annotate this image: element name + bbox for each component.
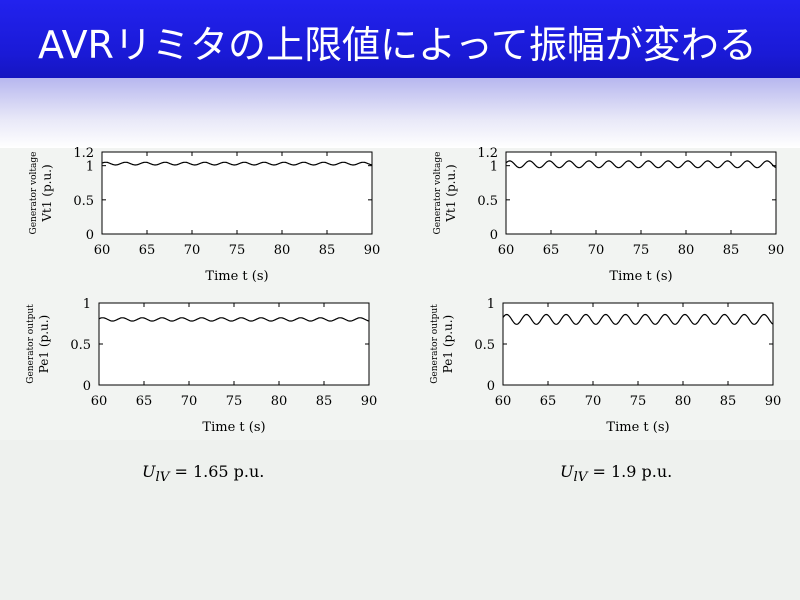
x-tick-label: 75 (226, 394, 243, 409)
y-tick-label: 1.2 (73, 146, 94, 161)
series-line (502, 313, 774, 325)
y-tick-label: 0 (487, 379, 495, 394)
x-tick-label: 75 (633, 243, 650, 258)
x-tick-label: 70 (585, 394, 602, 409)
y-axis-label-line2: Pe1 (p.u.) (37, 315, 51, 374)
y-tick-label: 0.5 (474, 338, 495, 353)
y-tick-label: 0 (83, 379, 91, 394)
x-tick-label: 80 (271, 394, 288, 409)
content-background-lower (0, 440, 800, 600)
y-tick-label: 0.5 (73, 194, 94, 209)
y-axis-label-line2: Vt1 (p.u.) (40, 164, 54, 222)
y-axis-label-line1: Generator output (26, 304, 36, 384)
x-tick-label: 60 (495, 394, 512, 409)
y-tick-label: 1 (83, 297, 91, 312)
y-axis-label-line1: Generator voltage (29, 152, 39, 235)
x-tick-label: 80 (678, 243, 695, 258)
x-tick-label: 65 (136, 394, 153, 409)
x-tick-label: 60 (91, 394, 108, 409)
x-tick-label: 70 (184, 243, 201, 258)
x-tick-label: 60 (498, 243, 515, 258)
y-axis-label-line1: Generator voltage (433, 152, 443, 235)
x-tick-label: 60 (94, 243, 111, 258)
caption-value: = 1.65 p.u. (169, 462, 265, 481)
y-axis-label-line1: Generator output (430, 304, 440, 384)
x-tick-label: 90 (361, 394, 378, 409)
plot-frame (98, 302, 370, 386)
plot-frame (505, 151, 777, 235)
y-tick-label: 1 (490, 160, 498, 175)
x-axis-label: Time t (s) (202, 420, 265, 435)
x-tick-label: 85 (319, 243, 336, 258)
series-line (505, 160, 777, 169)
x-tick-label: 90 (768, 243, 785, 258)
y-tick-label: 0.5 (70, 338, 91, 353)
x-tick-label: 70 (181, 394, 198, 409)
caption-sub: lV (573, 470, 588, 486)
x-axis-label: Time t (s) (205, 269, 268, 284)
x-axis-label: Time t (s) (606, 420, 669, 435)
plot-frame (502, 302, 774, 386)
caption-sub: lV (155, 470, 170, 486)
x-tick-label: 80 (675, 394, 692, 409)
y-tick-label: 1.2 (477, 146, 498, 161)
x-tick-label: 65 (540, 394, 557, 409)
x-tick-label: 75 (630, 394, 647, 409)
x-tick-label: 65 (139, 243, 156, 258)
x-tick-label: 90 (364, 243, 381, 258)
y-tick-label: 0.5 (477, 194, 498, 209)
caption-var: U (142, 462, 156, 481)
x-tick-label: 80 (274, 243, 291, 258)
series-line (101, 161, 373, 166)
x-tick-label: 70 (588, 243, 605, 258)
x-tick-label: 65 (543, 243, 560, 258)
series-line (98, 317, 370, 322)
y-axis-label-line2: Pe1 (p.u.) (441, 315, 455, 374)
y-tick-label: 0 (490, 228, 498, 243)
slide-title: AVRリミタの上限値によって振幅が変わる (38, 23, 757, 67)
caption-value: = 1.9 p.u. (587, 462, 673, 481)
x-tick-label: 75 (229, 243, 246, 258)
y-axis-label-line2: Vt1 (p.u.) (444, 164, 458, 222)
caption-var: U (560, 462, 574, 481)
y-tick-label: 1 (86, 160, 94, 175)
x-tick-label: 85 (316, 394, 333, 409)
y-tick-label: 1 (487, 297, 495, 312)
title-fade (0, 78, 800, 148)
x-tick-label: 85 (720, 394, 737, 409)
title-bar: AVRリミタの上限値によって振幅が変わる (0, 0, 800, 78)
plot-frame (101, 151, 373, 235)
x-axis-label: Time t (s) (609, 269, 672, 284)
caption-left: UlV = 1.65 p.u. (142, 462, 264, 485)
x-tick-label: 85 (723, 243, 740, 258)
x-tick-label: 90 (765, 394, 782, 409)
caption-right: UlV = 1.9 p.u. (560, 462, 672, 485)
y-tick-label: 0 (86, 228, 94, 243)
